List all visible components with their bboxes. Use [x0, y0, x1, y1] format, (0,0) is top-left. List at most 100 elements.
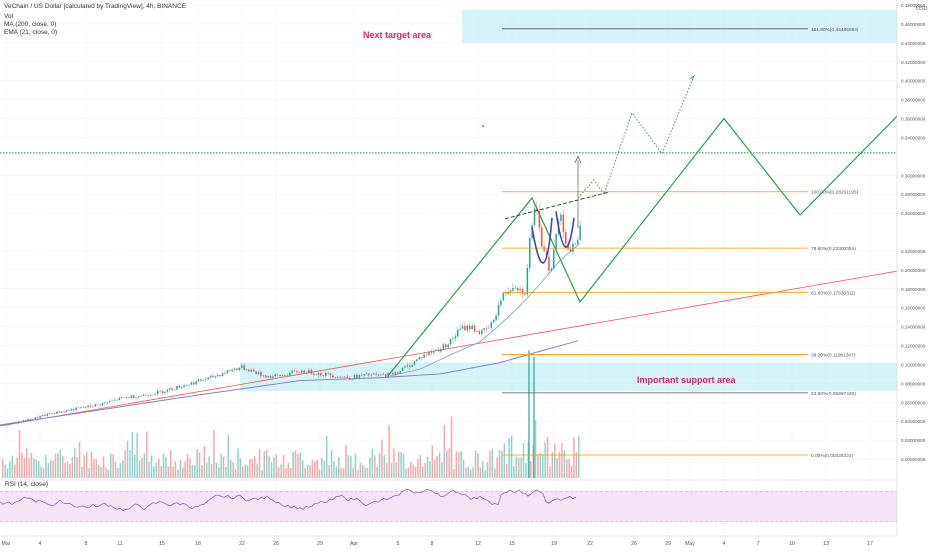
- volume-bar: [208, 456, 210, 478]
- volume-bar: [177, 469, 179, 478]
- x-tick-label: 10: [789, 541, 795, 547]
- volume-bar: [170, 450, 172, 478]
- candle-body: [111, 400, 113, 402]
- candle-body: [416, 359, 418, 362]
- volume-bar: [326, 436, 328, 478]
- candle-body: [166, 389, 169, 392]
- fib-label: 161.80%(0.45485084): [811, 27, 859, 33]
- volume-bar: [206, 462, 208, 478]
- volume-bar: [114, 462, 117, 478]
- volume-bar: [47, 462, 50, 478]
- candle-body: [291, 370, 293, 373]
- fib-label: 38.20%(0.11061307): [811, 352, 856, 358]
- volume-bar: [244, 464, 246, 478]
- candle-body: [394, 372, 397, 375]
- volume-bar: [222, 456, 225, 478]
- candle-body: [565, 231, 567, 244]
- candle-body: [217, 375, 219, 377]
- candle-body: [178, 385, 181, 388]
- candle-body: [279, 374, 281, 376]
- candle-body: [313, 373, 315, 375]
- volume-bar: [429, 461, 431, 478]
- candle-body: [85, 407, 87, 408]
- volume-bar: [218, 467, 220, 478]
- y-tick-label: 0.04000000: [901, 419, 926, 424]
- candle-body: [440, 348, 442, 352]
- volume-bar: [184, 461, 186, 478]
- candle-body: [320, 372, 322, 376]
- ema-indicator-label: EMA (21, close, 0): [4, 29, 58, 36]
- y-tick-label: 0.06000000: [901, 400, 926, 405]
- candle-body: [106, 402, 109, 403]
- volume-bar: [182, 467, 184, 478]
- volume-bar: [426, 456, 429, 478]
- x-tick-label: 4: [39, 541, 42, 547]
- volume-bar: [160, 465, 162, 478]
- volume-bar: [174, 461, 177, 478]
- candle-body: [53, 413, 56, 415]
- candle-body: [351, 379, 353, 380]
- candle-body: [142, 394, 145, 396]
- volume-bar: [424, 462, 426, 478]
- volume-bar: [450, 416, 453, 478]
- candle-body: [274, 374, 277, 377]
- volume-bar: [189, 458, 191, 478]
- target-arrow-head: [574, 155, 582, 164]
- candle-body: [116, 399, 118, 401]
- candle-body: [329, 373, 332, 376]
- candle-body: [286, 375, 289, 377]
- candle-body: [147, 395, 149, 396]
- candle-body: [569, 249, 572, 252]
- volume-bar: [294, 450, 297, 478]
- volume-bar: [4, 464, 6, 478]
- candle-body: [385, 374, 387, 377]
- x-tick-label: 17: [867, 541, 873, 547]
- candle-body: [209, 375, 212, 378]
- candle-body: [262, 375, 265, 377]
- candle-body: [188, 384, 190, 386]
- volume-bar: [213, 430, 215, 478]
- candle-body: [44, 414, 46, 416]
- candle-body: [553, 249, 555, 269]
- candle-body: [82, 407, 85, 408]
- volume-bar: [515, 456, 518, 478]
- candle-body: [289, 372, 291, 376]
- volume-bar: [570, 465, 573, 478]
- candle-body: [3, 424, 5, 426]
- candle-body: [346, 376, 349, 379]
- candle-body: [550, 268, 553, 271]
- volume-bar: [234, 468, 237, 478]
- y-tick-label: 0.22000000: [901, 249, 926, 254]
- candle-body: [75, 407, 77, 411]
- candle-body: [176, 385, 178, 390]
- candle-body: [92, 406, 94, 408]
- candle-body: [29, 418, 32, 421]
- candle-body: [370, 374, 373, 376]
- candle-body: [433, 351, 435, 353]
- candle-body: [344, 376, 346, 378]
- fib-label: 61.80%(0.17630311): [811, 290, 856, 296]
- candle-body: [173, 389, 176, 391]
- volume-bar: [486, 462, 489, 478]
- volume-bar: [18, 430, 21, 478]
- candle-body: [32, 419, 34, 421]
- candle-body: [356, 375, 358, 379]
- volume-bar: [554, 443, 556, 478]
- x-tick-label: 8: [85, 541, 88, 547]
- y-tick-label: 0.36000000: [901, 117, 926, 122]
- volume-bar: [318, 469, 321, 478]
- candle-body: [507, 291, 509, 295]
- currency-label: USD: [916, 6, 928, 12]
- candle-body: [380, 374, 382, 376]
- candle-body: [505, 293, 507, 295]
- volume-bar: [347, 455, 350, 478]
- volume-bar: [434, 459, 436, 478]
- candle-body: [137, 396, 140, 398]
- volume-bar: [146, 431, 148, 478]
- volume-bar: [256, 463, 258, 478]
- volume-bar: [352, 467, 354, 478]
- candle-body: [579, 225, 581, 241]
- volume-bar: [40, 467, 42, 478]
